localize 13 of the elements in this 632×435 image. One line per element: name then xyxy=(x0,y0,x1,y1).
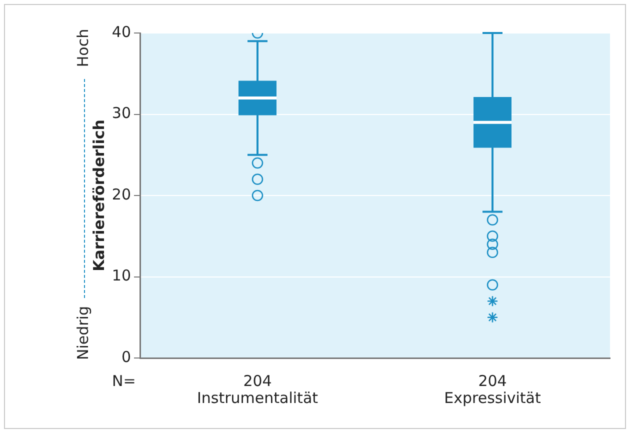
x-tick-label: Expressivität xyxy=(444,388,541,407)
y-tick-label: 40 xyxy=(112,22,131,41)
text: 204 xyxy=(243,372,272,390)
y-axis-title: Karriereförderlich xyxy=(90,120,108,272)
text: Niedrig xyxy=(74,306,92,360)
y-tick-label: 0 xyxy=(121,348,131,366)
x-tick-label: Instrumentalität xyxy=(196,388,318,407)
text: N= xyxy=(112,372,136,390)
y-tick-label: 30 xyxy=(112,104,131,122)
text: Hoch xyxy=(74,28,92,68)
y-tick-label: 10 xyxy=(112,266,131,285)
y-tick-label: 20 xyxy=(112,185,131,204)
text: 204 xyxy=(478,372,507,390)
